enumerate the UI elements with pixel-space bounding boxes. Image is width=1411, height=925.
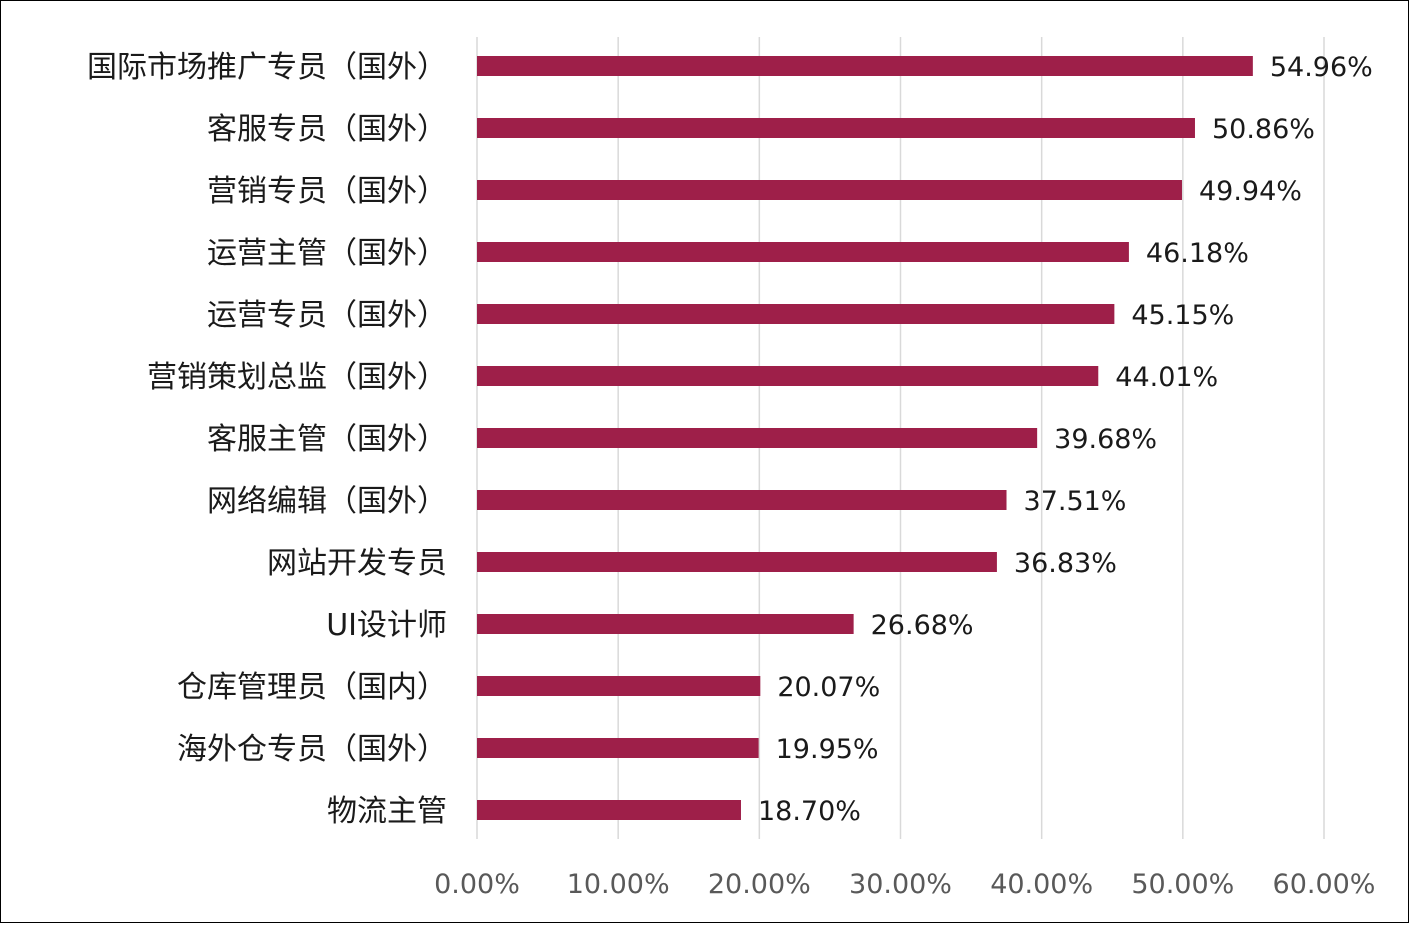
category-label: 网络编辑（国外） [207,484,447,519]
bar [477,242,1129,262]
category-label: 客服专员（国外） [207,112,447,147]
bar [477,56,1253,76]
x-axis-tick-labels: 0.00% 10.00% 20.00% 30.00% 40.00% 50.00% 60.00… [434,869,1375,900]
data-label: 26.68% [871,610,974,641]
data-label: 49.94% [1199,176,1302,207]
bar [477,490,1007,510]
category-label: 仓库管理员（国内） [177,670,447,705]
bar [477,552,997,572]
category-label: UI设计师 [326,608,447,643]
data-label: 44.01% [1115,362,1218,393]
category-labels: 国际市场推广专员（国外） 客服专员（国外） 营销专员（国外） 运营主管（国外） 运营专员… [87,50,447,829]
category-label: 网站开发专员 [267,546,447,581]
bar [477,800,741,820]
bar [477,428,1038,448]
x-tick-label: 30.00% [849,869,952,900]
value-labels: 54.96% 50.86% 49.94% 46.18% 45.15% 44.01% 39.6… [758,52,1373,827]
bar [477,614,854,634]
category-label: 海外仓专员（国外） [177,732,447,767]
category-label: 客服主管（国外） [207,422,447,457]
data-label: 36.83% [1014,548,1117,579]
x-tick-label: 20.00% [708,869,811,900]
data-label: 45.15% [1131,300,1234,331]
data-label: 20.07% [777,672,880,703]
category-label: 营销策划总监（国外） [147,360,447,395]
data-label: 46.18% [1146,238,1249,269]
category-label: 运营主管（国外） [207,236,447,271]
x-tick-label: 0.00% [434,869,520,900]
category-label: 物流主管 [327,794,447,829]
x-tick-label: 40.00% [990,869,1093,900]
bar [477,738,759,758]
bar [477,676,761,696]
x-tick-label: 10.00% [567,869,670,900]
data-label: 54.96% [1270,52,1373,83]
data-label: 37.51% [1024,486,1127,517]
bar [477,304,1115,324]
data-label: 18.70% [758,796,861,827]
data-label: 39.68% [1054,424,1157,455]
x-tick-label: 50.00% [1131,869,1234,900]
x-tick-label: 60.00% [1273,869,1376,900]
data-label: 50.86% [1212,114,1315,145]
bars [477,56,1253,820]
category-label: 运营专员（国外） [207,298,447,333]
category-label: 国际市场推广专员（国外） [87,50,447,85]
bar [477,180,1182,200]
bar [477,366,1099,386]
data-label: 19.95% [776,734,879,765]
category-label: 营销专员（国外） [207,174,447,209]
bar [477,118,1195,138]
